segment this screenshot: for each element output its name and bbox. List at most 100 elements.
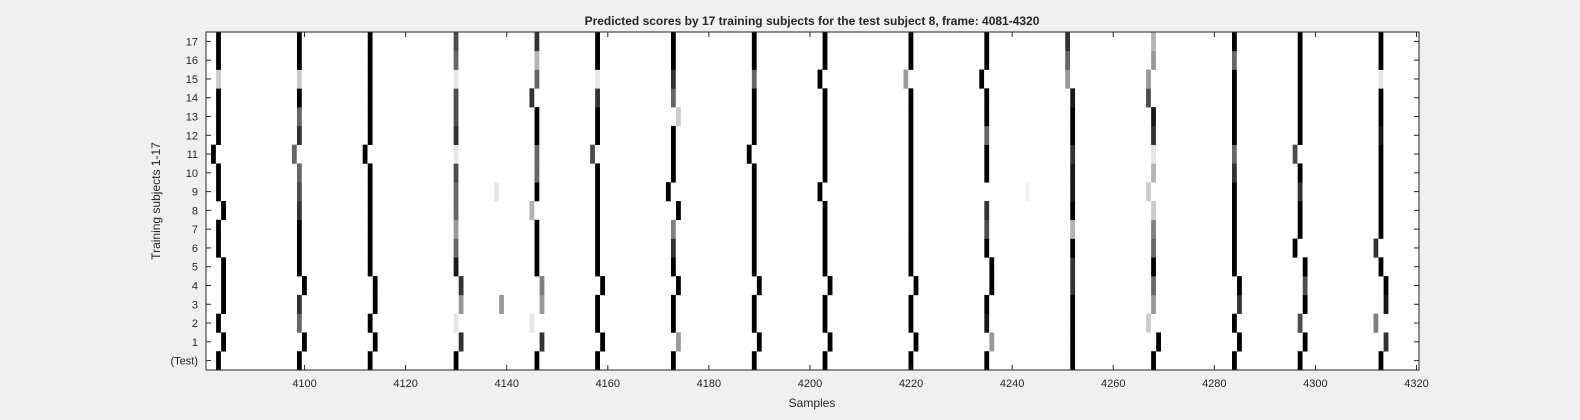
heatmap-cell — [534, 238, 540, 258]
heatmap-cell — [751, 313, 757, 333]
y-tick-label: 1 — [192, 337, 198, 349]
heatmap-cell — [296, 163, 302, 183]
heatmap-cell — [817, 69, 823, 89]
heatmap-cell — [595, 219, 600, 239]
heatmap-cell — [1232, 32, 1237, 52]
heatmap-cell — [453, 351, 459, 371]
heatmap-cell — [913, 332, 919, 352]
heatmap-cell — [822, 294, 828, 314]
heatmap-cell — [453, 125, 459, 145]
heatmap-cell — [372, 332, 378, 352]
heatmap-cell — [296, 107, 302, 127]
heatmap-cell — [984, 313, 990, 333]
heatmap-cell — [458, 332, 464, 352]
y-tick-label: 14 — [186, 93, 198, 105]
heatmap-cell — [367, 32, 373, 52]
heatmap-cell — [534, 144, 540, 164]
heatmap-row-11 — [211, 144, 1384, 164]
heatmap-cell — [1373, 313, 1379, 333]
heatmap-cell — [499, 294, 504, 314]
heatmap-cell — [296, 257, 302, 277]
y-tick-label: 8 — [192, 205, 198, 217]
heatmap-cell — [453, 182, 459, 202]
heatmap-cell — [756, 332, 762, 352]
heatmap-cell — [367, 107, 373, 127]
heatmap-cell — [1383, 294, 1389, 314]
heatmap-cell — [751, 219, 757, 239]
heatmap-cell — [216, 125, 221, 145]
x-tick-label: 4220 — [899, 378, 923, 390]
heatmap-cell — [1151, 144, 1156, 164]
heatmap-row-7 — [216, 219, 1384, 239]
heatmap-row-16 — [216, 50, 1384, 70]
heatmap-cell — [1151, 125, 1156, 145]
heatmap-cell — [458, 294, 464, 314]
heatmap-cell — [822, 351, 828, 371]
heatmap-cell — [453, 69, 459, 89]
heatmap-cell — [751, 238, 757, 258]
heatmap-cell — [600, 276, 606, 296]
heatmap-cell — [908, 257, 914, 277]
heatmap-cell — [216, 163, 221, 183]
heatmap-cell — [1065, 32, 1071, 52]
heatmap-cell — [296, 50, 302, 70]
heatmap-cell — [1070, 238, 1076, 258]
heatmap-cell — [1151, 257, 1156, 277]
heatmap-cell — [676, 201, 681, 221]
heatmap-cell — [1146, 88, 1151, 108]
heatmap-cell — [595, 182, 600, 202]
heatmap-cell — [827, 332, 833, 352]
heatmap-cell — [670, 294, 676, 314]
plot-area — [206, 32, 1419, 370]
heatmap-cell — [1151, 219, 1156, 239]
heatmap-row-6 — [216, 238, 1379, 258]
heatmap-cell — [1378, 32, 1384, 52]
heatmap-cell — [1151, 294, 1156, 314]
heatmap-cell — [1070, 294, 1076, 314]
heatmap-cell — [595, 69, 600, 89]
heatmap-cell — [984, 107, 990, 127]
heatmap-cell — [534, 125, 540, 145]
x-tick-label: 4300 — [1303, 378, 1327, 390]
heatmap-cell — [1070, 332, 1076, 352]
heatmap-cell — [751, 69, 757, 89]
heatmap-cell — [534, 107, 540, 127]
heatmap-cell — [822, 144, 828, 164]
heatmap-cell — [211, 144, 216, 164]
heatmap-cell — [1297, 32, 1303, 52]
x-tick-label: 4120 — [393, 378, 417, 390]
heatmap-cell — [296, 313, 302, 333]
heatmap-row-15 — [216, 69, 1384, 89]
heatmap-cell — [676, 332, 681, 352]
heatmap-cell — [984, 351, 990, 371]
heatmap-cell — [1232, 257, 1237, 277]
heatmap-cell — [984, 163, 990, 183]
heatmap-cell — [908, 107, 914, 127]
heatmap-cell — [1378, 144, 1384, 164]
x-tick-label: 4100 — [292, 378, 316, 390]
heatmap-cell — [751, 88, 757, 108]
heatmap-cell — [751, 257, 757, 277]
heatmap-cell — [751, 50, 757, 70]
heatmap-cell — [908, 182, 914, 202]
heatmap-cell — [822, 107, 828, 127]
heatmap-cell — [367, 257, 373, 277]
heatmap-cell — [665, 182, 671, 202]
heatmap-cell — [751, 107, 757, 127]
heatmap-cell — [903, 69, 909, 89]
heatmap-cell — [751, 351, 757, 371]
heatmap-cell — [291, 144, 297, 164]
heatmap-cell — [221, 201, 226, 221]
heatmap-cell — [1237, 276, 1242, 296]
heatmap-cell — [296, 125, 302, 145]
y-tick-label: 9 — [192, 187, 198, 199]
heatmap-cell — [1232, 144, 1237, 164]
heatmap-cell — [296, 238, 302, 258]
heatmap-row-3 — [221, 294, 1389, 314]
heatmap-cell — [670, 69, 676, 89]
y-tick-label: 13 — [186, 112, 198, 124]
heatmap-cell — [751, 182, 757, 202]
heatmap-cell — [822, 88, 828, 108]
